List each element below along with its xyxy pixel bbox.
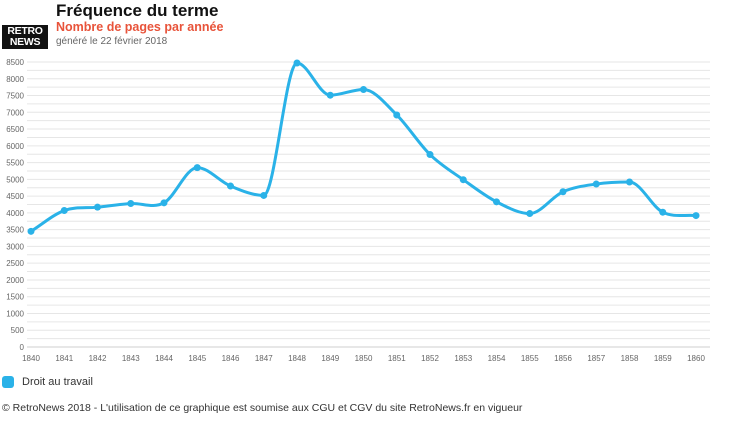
data-point-1858 [626, 178, 633, 186]
chart-subtitle: Nombre de pages par année [56, 20, 224, 34]
y-tick-label-7500: 7500 [6, 92, 24, 101]
x-tick-label-1841: 1841 [55, 354, 73, 363]
retronews-logo: RETRO NEWS [2, 25, 48, 49]
data-point-1851 [393, 111, 401, 119]
y-tick-label-4500: 4500 [6, 192, 24, 201]
data-point-1840 [27, 227, 35, 235]
logo-line-1: RETRO [7, 25, 43, 37]
y-tick-label-5500: 5500 [6, 159, 24, 168]
data-point-1847 [260, 191, 268, 199]
copyright-footer: © RetroNews 2018 - L'utilisation de ce g… [2, 402, 523, 414]
y-tick-label-5000: 5000 [6, 175, 24, 184]
data-point-1855 [526, 210, 534, 218]
series-line-droit-au-travail [29, 61, 698, 233]
generated-date: généré le 22 février 2018 [56, 36, 168, 47]
y-tick-label-1000: 1000 [6, 309, 24, 318]
data-point-1844 [160, 199, 168, 207]
data-point-1846 [227, 182, 234, 190]
y-tick-label-3500: 3500 [6, 226, 24, 235]
x-tick-label-1855: 1855 [521, 354, 539, 363]
x-tick-label-1849: 1849 [321, 354, 339, 363]
x-tick-label-1844: 1844 [155, 354, 173, 363]
x-tick-label-1847: 1847 [255, 354, 273, 363]
y-tick-label-6000: 6000 [6, 142, 24, 151]
y-tick-label-8000: 8000 [6, 75, 24, 84]
x-tick-label-1854: 1854 [488, 354, 506, 363]
x-tick-label-1852: 1852 [421, 354, 439, 363]
data-point-1848 [293, 59, 301, 67]
x-tick-label-1851: 1851 [388, 354, 406, 363]
x-tick-label-1846: 1846 [222, 354, 240, 363]
data-point-1845 [193, 164, 201, 172]
data-point-1854 [493, 198, 500, 206]
data-point-1853 [459, 176, 467, 184]
data-point-1849 [326, 91, 334, 99]
y-tick-label-6500: 6500 [6, 125, 24, 134]
y-tick-label-1500: 1500 [6, 293, 24, 302]
data-point-1852 [426, 151, 434, 159]
y-tick-label-8500: 8500 [6, 58, 24, 67]
y-tick-label-2500: 2500 [6, 259, 24, 268]
data-point-1859 [659, 208, 667, 216]
data-point-1857 [592, 180, 600, 188]
data-point-1860 [692, 212, 700, 220]
x-tick-label-1848: 1848 [288, 354, 306, 363]
x-tick-label-1857: 1857 [587, 354, 605, 363]
logo-line-2: NEWS [9, 36, 41, 48]
legend[interactable]: Droit au travail [2, 376, 93, 388]
x-tick-label-1845: 1845 [188, 354, 206, 363]
x-tick-label-1842: 1842 [89, 354, 107, 363]
x-tick-label-1850: 1850 [355, 354, 373, 363]
x-tick-label-1860: 1860 [687, 354, 705, 363]
x-tick-label-1859: 1859 [654, 354, 672, 363]
legend-swatch[interactable] [2, 376, 14, 388]
legend-label-droit-au-travail[interactable]: Droit au travail [22, 376, 93, 388]
x-tick-label-1856: 1856 [554, 354, 572, 363]
data-point-1850 [360, 85, 367, 93]
x-tick-label-1840: 1840 [22, 354, 40, 363]
x-tick-label-1843: 1843 [122, 354, 140, 363]
y-tick-label-7000: 7000 [6, 108, 24, 117]
chart-title: Fréquence du terme [56, 1, 219, 20]
data-point-1842 [94, 203, 101, 211]
y-tick-label-0: 0 [20, 343, 25, 352]
y-tick-label-3000: 3000 [6, 242, 24, 251]
data-point-1856 [559, 188, 567, 196]
y-tick-label-4000: 4000 [6, 209, 24, 218]
y-tick-label-2000: 2000 [6, 276, 24, 285]
data-point-1841 [60, 207, 68, 215]
x-tick-label-1858: 1858 [621, 354, 639, 363]
x-tick-label-1853: 1853 [454, 354, 472, 363]
data-point-1843 [127, 199, 135, 207]
y-tick-label-500: 500 [11, 326, 25, 335]
